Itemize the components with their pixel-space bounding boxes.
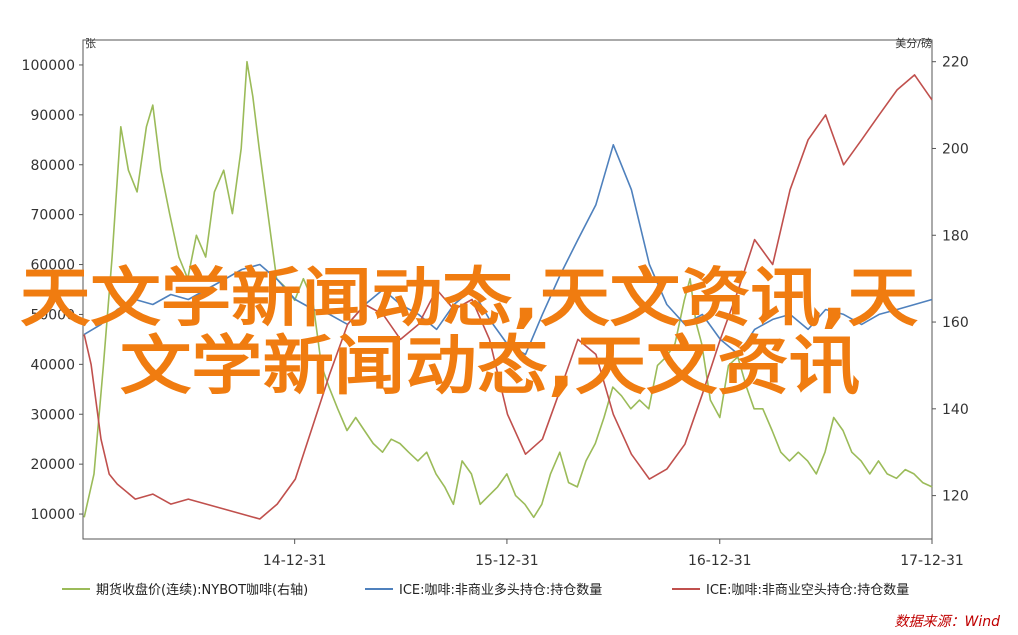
- right-axis-unit: 美分/磅: [895, 36, 932, 50]
- left-tick-label: 100000: [22, 58, 75, 74]
- x-tick-label: 15-12-31: [475, 553, 539, 569]
- right-tick-label: 160: [942, 315, 969, 331]
- source-note: 数据来源：Wind: [895, 614, 1001, 630]
- x-tick-label: 17-12-31: [900, 553, 964, 569]
- legend-label: 期货收盘价(连续):NYBOT咖啡(右轴): [96, 582, 308, 598]
- left-tick-label: 60000: [30, 258, 75, 274]
- legend: 期货收盘价(连续):NYBOT咖啡(右轴) ICE:咖啡:非商业多头持仓:持仓数量…: [62, 582, 909, 598]
- left-tick-label: 70000: [30, 208, 75, 224]
- left-tick-label: 40000: [30, 357, 75, 373]
- left-tick-label: 80000: [30, 158, 75, 174]
- series-line-1: [83, 60, 933, 519]
- left-tick-label: 90000: [30, 108, 75, 124]
- x-tick-label: 16-12-31: [688, 553, 752, 569]
- overlay-title-line-1: 天文学新闻动态,天文资讯,天: [20, 262, 918, 336]
- left-axis-unit: 张: [85, 37, 96, 50]
- right-tick-label: 220: [942, 55, 969, 71]
- series-line-3: [83, 74, 933, 520]
- right-tick-label: 120: [942, 489, 969, 505]
- right-tick-label: 140: [942, 402, 969, 418]
- legend-label: ICE:咖啡:非商业多头持仓:持仓数量: [399, 582, 602, 598]
- left-tick-label: 50000: [30, 307, 75, 323]
- left-tick-label: 10000: [30, 507, 75, 523]
- axes: 张 美分/磅: [79, 36, 936, 544]
- left-tick-label: 30000: [30, 407, 75, 423]
- left-tick-label: 20000: [30, 457, 75, 473]
- tick-labels: 10000 20000 30000 40000 50000 60000 70000 80000…: [22, 55, 969, 569]
- series-line-2: [83, 144, 933, 356]
- right-tick-label: 180: [942, 228, 969, 244]
- plot-frame: [82, 39, 933, 540]
- right-tick-label: 200: [942, 141, 969, 157]
- legend-label: ICE:咖啡:非商业空头持仓:持仓数量: [706, 583, 909, 598]
- overlay-title-line-2: 文学新闻动态,天文资讯: [120, 330, 860, 404]
- x-tick-label: 14-12-31: [263, 553, 327, 569]
- series-layer: [83, 60, 933, 520]
